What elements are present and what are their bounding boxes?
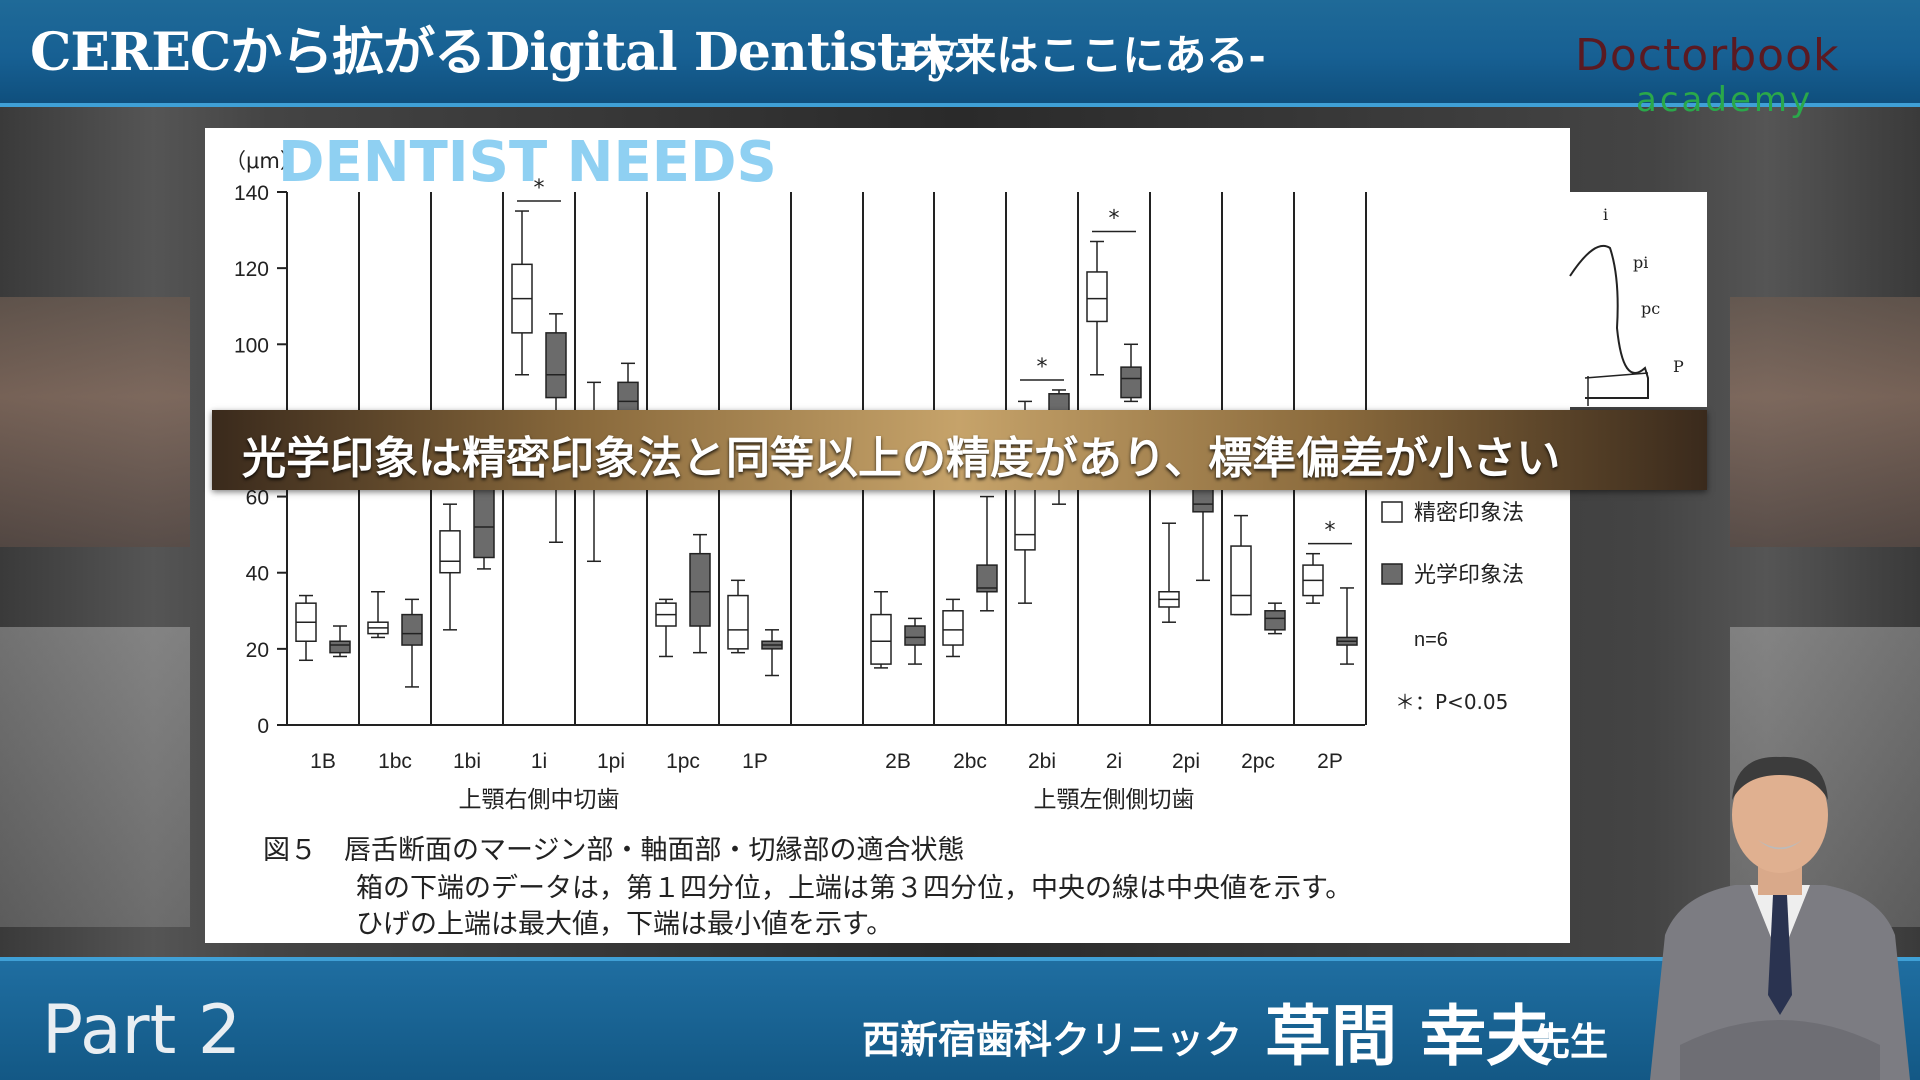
significance-mark: * [1037,355,1048,380]
academy-logo: academy [1636,80,1814,120]
clinic-name: 西新宿歯科クリニック [862,1017,1243,1062]
x-tick-label: 2i [1106,750,1122,773]
x-tick-label: 2bc [953,750,987,773]
legend-label-optical: 光学印象法 [1414,563,1524,588]
presenter-image [1650,756,1910,1080]
significance-mark: * [1325,519,1336,544]
seminar-title: CERECから拡がるDigital Dentistry [30,22,956,83]
box-iqr [1192,488,1214,513]
x-group-label: 上顎右側中切歯 [459,787,620,813]
legend-significance-label: ＊：P<0.05 [1395,690,1508,714]
caption-line-2: 箱の下端のデータは，第１四分位，上端は第３四分位，中央の線は中央値を示す。 [356,873,1353,904]
y-tick-label: 60 [246,487,269,510]
right-monitor [1730,297,1920,547]
seminar-subtitle: -未来はここにある- [895,31,1266,80]
legend-n-label: n=6 [1414,629,1448,651]
y-tick-label: 100 [234,334,269,357]
box-iqr [1086,271,1108,323]
doctor-honorific: 先生 [1532,1019,1609,1064]
box-iqr [545,332,567,399]
tooth-outline-path [1569,245,1649,399]
x-tick-label: 1bc [378,750,412,773]
left-cerec-unit [0,627,190,927]
slide-title: DENTIST NEEDS [278,130,777,195]
tooth-margin-line [1584,372,1649,379]
tooth-point-label: pc [1641,299,1660,318]
y-tick-label: 120 [234,258,269,281]
box-iqr [904,625,926,646]
y-tick-label: 40 [246,563,269,586]
tooth-point-label: pi [1633,253,1648,272]
y-axis-unit: （μm） [225,149,301,173]
x-tick-label: 1P [742,750,768,773]
tooth-diagram: i pi pc P [1569,205,1684,406]
footer-bar: Part 2 西新宿歯科クリニック 草間 幸夫 先生 [0,957,1920,1080]
significance-mark: * [1109,206,1120,231]
doctorbook-logo: Doctorbook [1575,30,1840,81]
box-iqr [870,613,892,665]
box-iqr [942,610,964,646]
significance-mark: * [534,176,545,201]
legend-swatch-impression [1381,501,1403,523]
caption-line-1: 図５ 唇舌断面のマージン部・軸面部・切縁部の適合状態 [263,835,965,866]
y-tick-label: 140 [234,182,269,205]
x-tick-label: 2bi [1028,750,1056,773]
box-plot-chart: 020406080100120140（μm）1B1bc1bi1i1pi1pc1P… [225,149,1684,813]
x-tick-label: 1pc [666,750,700,773]
box-iqr [689,552,711,627]
x-tick-label: 2pc [1241,750,1275,773]
legend-swatch-optical [1381,563,1403,585]
caption-line-3: ひげの上端は最大値，下端は最小値を示す。 [356,909,894,940]
legend-label-impression: 精密印象法 [1414,501,1524,526]
doctor-name: 草間 幸夫 [1265,997,1552,1075]
x-tick-label: 1i [531,750,547,773]
chart-boxes: ***** [295,176,1358,688]
box-iqr [976,564,998,593]
tooth-point-label: i [1603,205,1608,224]
box-iqr [439,530,461,574]
header-bar: CERECから拡がるDigital Dentistry -未来はここにある- D… [0,0,1920,120]
box-iqr [473,488,495,559]
box-iqr [1014,488,1036,551]
x-tick-label: 1pi [597,750,625,773]
subtitle-banner: 光学印象は精密印象法と同等以上の精度があり、標準偏差が小さい [212,410,1707,490]
x-group-label: 上顎左側側切歯 [1034,787,1195,813]
x-tick-label: 1bi [453,750,481,773]
x-tick-label: 2P [1317,750,1343,773]
box-iqr [1264,610,1286,631]
box-iqr [727,594,749,650]
tooth-point-label: P [1673,357,1684,376]
part-label: Part 2 [42,991,242,1070]
x-tick-label: 2pi [1172,750,1200,773]
box-iqr [1120,366,1142,399]
slide-diagram-panel [1570,192,1707,407]
y-tick-label: 20 [246,639,269,662]
x-tick-label: 1B [310,750,336,773]
slide-panel [205,128,1570,943]
y-tick-label: 0 [257,715,269,738]
box-iqr [329,640,351,654]
box-iqr [1230,545,1252,616]
x-tick-label: 2B [885,750,911,773]
left-monitor [0,297,190,547]
banner-text: 光学印象は精密印象法と同等以上の精度があり、標準偏差が小さい [242,433,1561,484]
box-iqr [401,613,423,646]
